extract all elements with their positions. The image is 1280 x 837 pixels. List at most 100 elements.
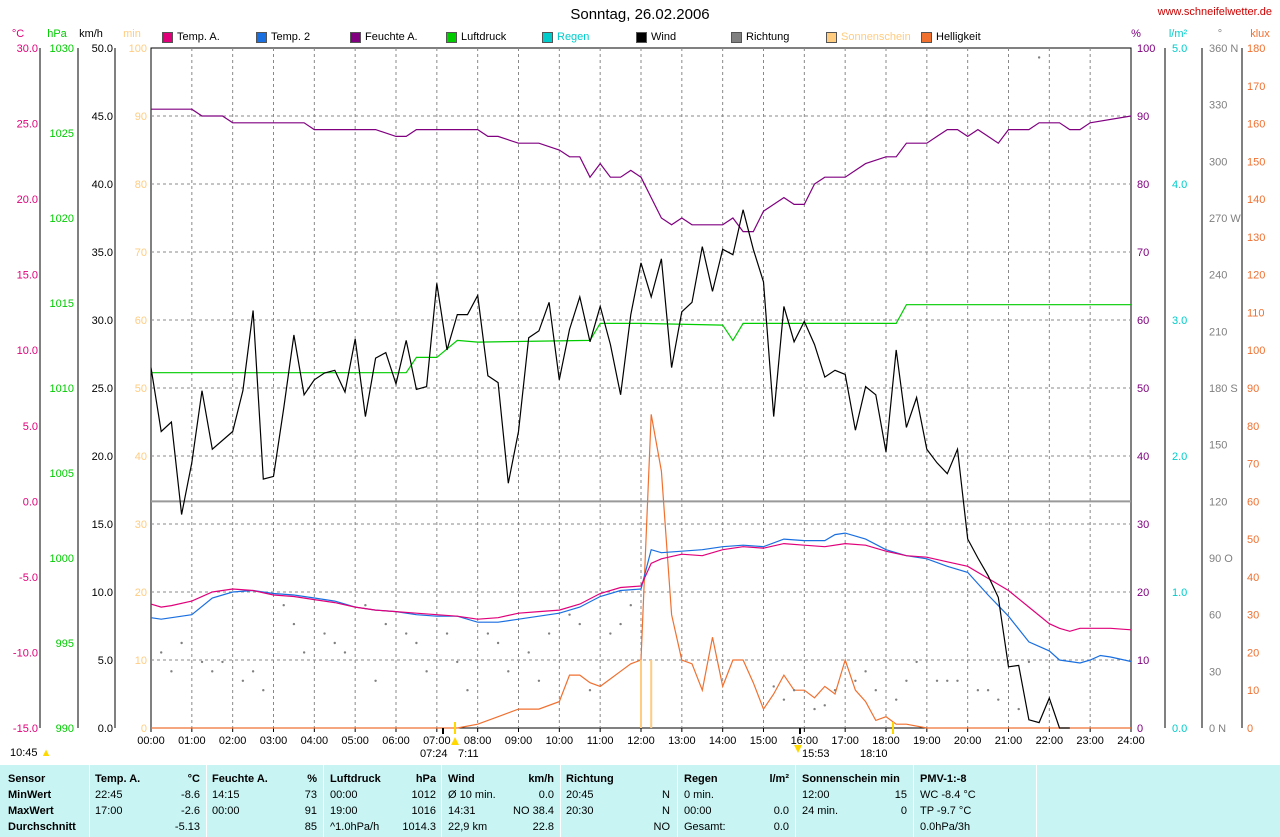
wind-axis-label: 25.0 (92, 383, 113, 395)
x-tick-label: 07:00 (423, 735, 451, 747)
direction-point (782, 698, 786, 701)
stats-dir-max-val: N (662, 805, 670, 817)
stats-dir-avg-label (566, 819, 654, 835)
temp-axis-label: 0.0 (23, 496, 38, 508)
direction-point (1017, 707, 1020, 711)
stats-temp-avg-label (95, 819, 175, 835)
sun-axis-label: 50 (135, 383, 147, 395)
direction-axis-label: 300 (1209, 156, 1227, 168)
x-tick-label: 08:00 (464, 735, 492, 747)
rain-axis-label: 4.0 (1172, 179, 1187, 191)
pressure-axis-label: 1030 (50, 43, 74, 55)
stats-dir-min-val: N (662, 789, 670, 801)
sunrise-marker-icon (451, 737, 459, 745)
legend-label: Temp. 2 (271, 31, 311, 43)
stats-hum-avg-label (212, 819, 305, 835)
stats-temp-avg-val: -5.13 (174, 821, 200, 833)
sunset2-label: 18:10 (860, 748, 888, 760)
sun-marker-icon: ▲ (40, 747, 52, 759)
direction-point (976, 689, 980, 692)
divider (89, 765, 90, 837)
divider (560, 765, 561, 837)
sun-axis-label: 10 (135, 655, 147, 667)
humidity-axis-label: 70 (1137, 247, 1149, 259)
sun-axis-label: 0 (141, 723, 147, 735)
stats-hum-title: Feuchte A. (212, 773, 268, 785)
x-tick-label: 09:00 (505, 735, 533, 747)
direction-axis-label: 120 (1209, 496, 1227, 508)
sun-axis-label: 70 (135, 247, 147, 259)
humidity-axis-label: 40 (1137, 451, 1149, 463)
direction-point (527, 651, 530, 654)
direction-point (343, 651, 347, 654)
direction-axis-label: 90 O (1209, 553, 1233, 565)
stats-pmv-trend: 0.0hPa/3h (920, 821, 971, 833)
direction-axis-label: 180 S (1209, 383, 1238, 395)
stats-sun-max-val: 15 (894, 789, 907, 801)
axis-unit-left: °C (12, 28, 24, 40)
stats-pmv-tp: TP -9.7 °C (920, 805, 972, 817)
humidity-axis-label: 30 (1137, 519, 1149, 531)
humidity-axis-label: 60 (1137, 315, 1149, 327)
direction-point (302, 651, 306, 654)
pressure-axis-label: 990 (56, 723, 74, 735)
direction-point (1037, 56, 1041, 59)
sunset1-label: 15:53 (802, 748, 830, 760)
sun-axis-label: 60 (135, 315, 147, 327)
legend-item: Temp. 2 (256, 31, 310, 43)
divider (913, 765, 914, 837)
stats-press-avg-val: 1014.3 (402, 821, 436, 833)
pressure-axis-label: 1000 (50, 553, 74, 565)
direction-point (792, 689, 796, 692)
stats-press-title: Luftdruck (330, 773, 381, 785)
legend-swatch (921, 31, 932, 43)
brightness-axis-label: 90 (1247, 383, 1259, 395)
stats-rain-row1-label: 0 min. (684, 789, 714, 801)
axis-unit-right: % (1131, 28, 1141, 40)
divider (323, 765, 324, 837)
temp-axis-label: -10.0 (13, 647, 38, 659)
divider (795, 765, 796, 837)
direction-point (292, 622, 296, 626)
legend-label: Wind (651, 31, 677, 43)
rain-axis-label: 5.0 (1172, 43, 1187, 55)
direction-point (374, 679, 377, 682)
stats-sensor-title: Sensor (8, 773, 46, 785)
legend-label: Regen (557, 31, 590, 43)
direction-axis-label: 330 (1209, 100, 1227, 112)
stats-row-max: MaxWert (8, 805, 54, 817)
legend-item: Temp. A. (162, 31, 220, 43)
stats-pmv: PMV-1:-8 WC -8.4 °C TP -9.7 °C 0.0hPa/3h (920, 771, 1030, 835)
direction-point (956, 679, 959, 682)
left-time-value: 10:45 (10, 747, 38, 759)
brightness-axis-label: 20 (1247, 647, 1259, 659)
temp-axis-label: -5.0 (19, 572, 38, 584)
x-tick-label: 06:00 (382, 735, 410, 747)
stats-sunshine: Sonnenschein min 12:00 15 24 min. 0 (802, 771, 907, 819)
legend-label: Helligkeit (936, 31, 981, 43)
direction-point (986, 689, 990, 692)
stats-dir-title: Richtung (566, 773, 614, 785)
stats-panel: Sensor MinWert MaxWert Durchschnitt Temp… (0, 765, 1280, 837)
direction-point (609, 632, 612, 635)
site-url[interactable]: www.schneifelwetter.de (1157, 6, 1272, 18)
stats-rain-unit: l/m² (769, 773, 789, 785)
x-tick-label: 21:00 (995, 735, 1023, 747)
stats-wind-distance: 22,9 km (448, 821, 488, 833)
legend-label: Sonnenschein (841, 31, 911, 43)
stats-hum-unit: % (307, 773, 317, 785)
sunrise-label: 07:24 (420, 748, 448, 760)
pressure-axis-label: 1025 (50, 128, 74, 140)
direction-point (1027, 660, 1031, 664)
pressure-axis-label: 1010 (50, 383, 74, 395)
stats-rain-title: Regen (684, 773, 718, 785)
rain-axis-label: 3.0 (1172, 315, 1187, 327)
direction-point (507, 670, 510, 673)
brightness-axis-label: 80 (1247, 421, 1259, 433)
brightness-axis-label: 110 (1247, 307, 1265, 319)
legend-label: Richtung (746, 31, 790, 43)
direction-point (262, 689, 265, 692)
direction-point (915, 660, 918, 664)
direction-point (364, 604, 367, 607)
stats-pressure: Luftdruck hPa 00:00 1012 19:00 1016 ^1.0hPa… (330, 771, 436, 835)
